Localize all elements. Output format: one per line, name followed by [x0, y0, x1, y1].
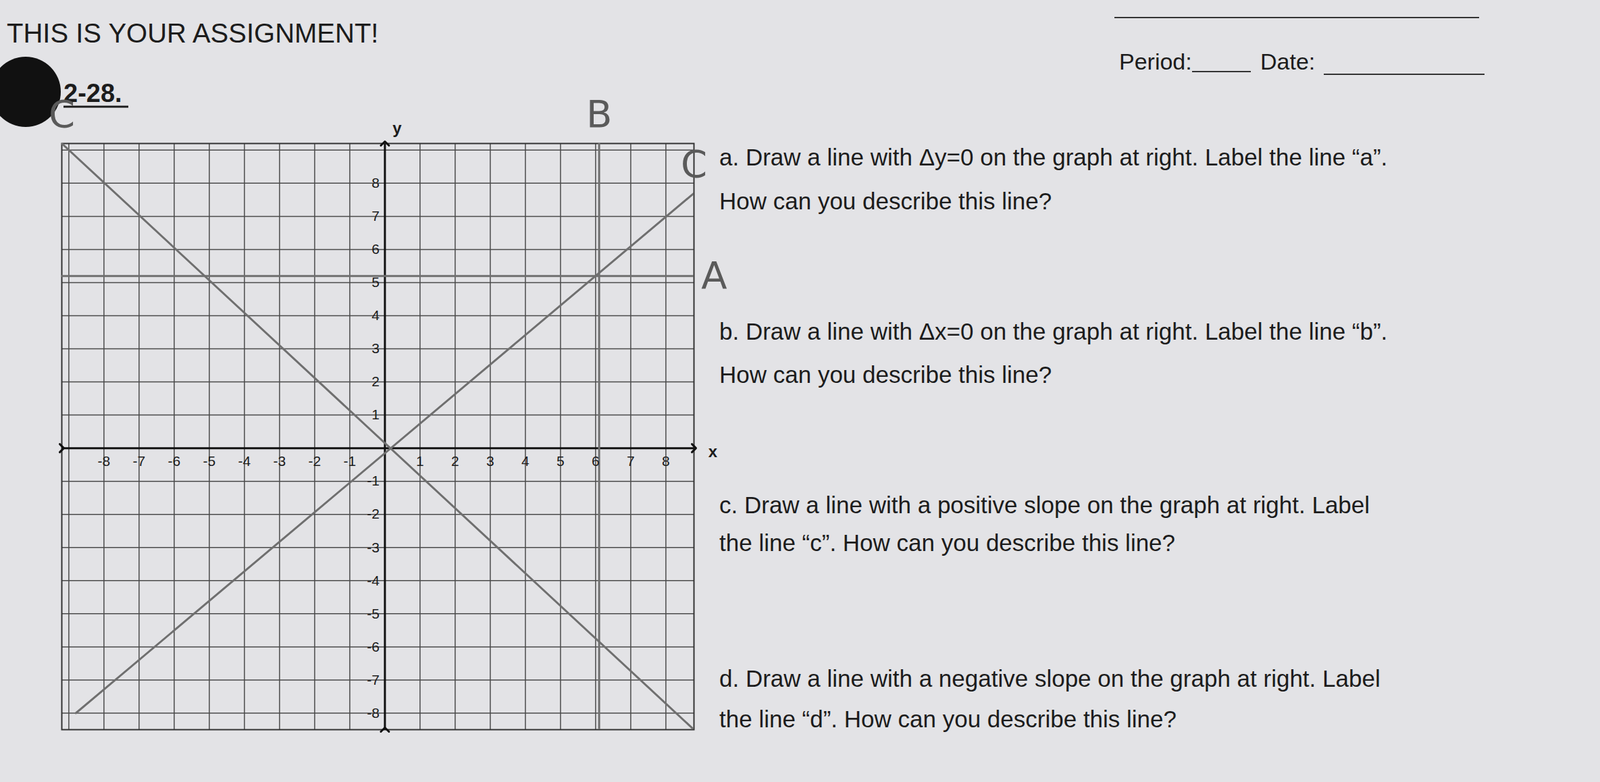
svg-text:the line “c”. How can you desc: the line “c”. How can you describe this …: [719, 529, 1176, 556]
svg-text:-2: -2: [366, 505, 380, 522]
svg-text:-7: -7: [366, 672, 380, 688]
svg-text:-6: -6: [366, 638, 380, 655]
svg-text:A: A: [701, 253, 727, 298]
svg-text:-1: -1: [366, 472, 380, 489]
svg-text:5: 5: [371, 274, 380, 290]
svg-text:3: 3: [486, 453, 495, 469]
svg-text:-8: -8: [97, 453, 111, 469]
svg-text:4: 4: [371, 307, 380, 323]
svg-text:3: 3: [371, 340, 380, 356]
svg-text:C: C: [680, 141, 708, 186]
svg-text:d. Draw a line with a negative: d. Draw a line with a negative slope on …: [719, 665, 1381, 692]
svg-text:-4: -4: [366, 572, 380, 589]
svg-text:-5: -5: [366, 605, 380, 622]
svg-text:5: 5: [556, 453, 565, 469]
svg-text:C: C: [48, 91, 75, 136]
svg-text:c. Draw a line with a positive: c. Draw a line with a positive slope on …: [719, 491, 1370, 519]
svg-text:-5: -5: [203, 453, 217, 469]
svg-text:6: 6: [371, 241, 380, 257]
svg-text:1: 1: [416, 453, 425, 469]
svg-text:Date:: Date:: [1260, 48, 1315, 75]
svg-text:8: 8: [371, 174, 380, 191]
svg-text:2-28.: 2-28.: [63, 79, 122, 108]
svg-text:-3: -3: [366, 539, 380, 556]
svg-text:6: 6: [591, 453, 600, 469]
svg-text:y: y: [392, 118, 402, 138]
svg-text:-8: -8: [366, 705, 380, 721]
svg-text:4: 4: [521, 453, 530, 469]
svg-text:How can you describe this line: How can you describe this line?: [719, 361, 1052, 388]
svg-text:-7: -7: [133, 453, 146, 469]
svg-text:-3: -3: [273, 453, 287, 469]
svg-text:-1: -1: [343, 453, 357, 469]
svg-text:7: 7: [371, 208, 380, 224]
svg-text:the line “d”. How can you desc: the line “d”. How can you describe this …: [719, 705, 1177, 733]
svg-text:1: 1: [371, 406, 380, 423]
svg-text:8: 8: [661, 453, 670, 469]
svg-text:x: x: [708, 442, 718, 461]
svg-text:-6: -6: [168, 453, 182, 469]
svg-text:B: B: [586, 91, 612, 136]
svg-text:a. Draw a line with Δy=0 on th: a. Draw a line with Δy=0 on the graph at…: [719, 143, 1388, 171]
svg-text:b. Draw a line with Δx=0 on th: b. Draw a line with Δx=0 on the graph at…: [719, 318, 1388, 345]
svg-text:2: 2: [451, 453, 460, 469]
svg-text:How can you describe this line: How can you describe this line?: [719, 187, 1052, 215]
svg-text:-2: -2: [308, 453, 322, 469]
svg-text:7: 7: [626, 453, 635, 469]
svg-text:-4: -4: [238, 453, 252, 469]
svg-text:THIS IS YOUR ASSIGNMENT!: THIS IS YOUR ASSIGNMENT!: [6, 18, 379, 48]
svg-text:2: 2: [371, 373, 380, 390]
svg-text:Period:: Period:: [1119, 48, 1193, 75]
